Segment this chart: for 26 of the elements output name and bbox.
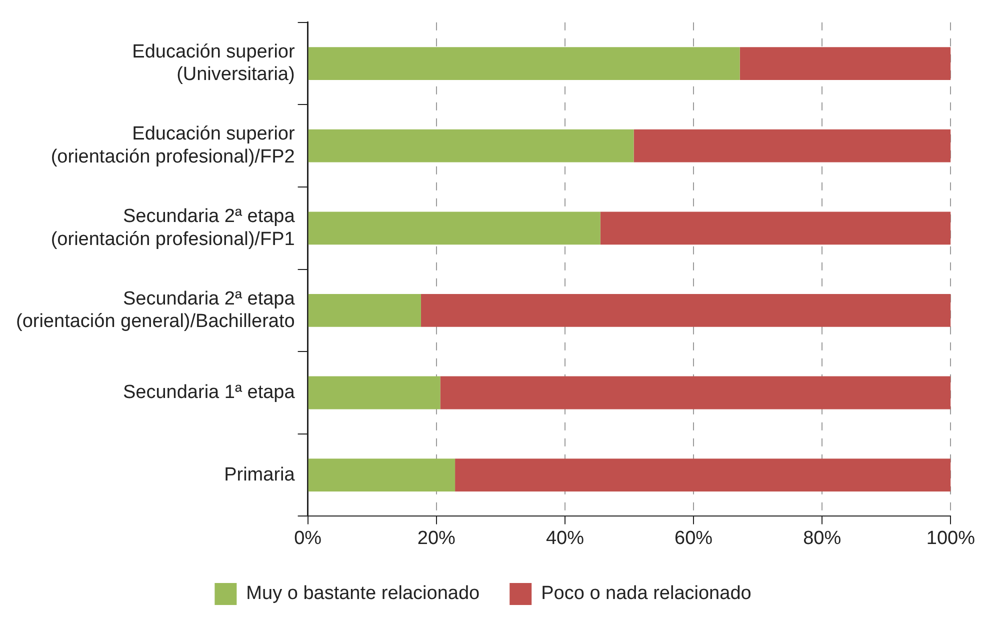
x-tick-label: 60% xyxy=(674,528,713,549)
bar xyxy=(308,376,440,410)
bar xyxy=(308,212,600,245)
y-tick-label: Secundaria 1ª etapa xyxy=(122,382,296,403)
bar xyxy=(740,47,951,80)
bar xyxy=(600,212,951,245)
y-tick-label: Educación superior (orientación profesional)/FP2 xyxy=(50,124,296,168)
bar xyxy=(420,294,951,327)
x-tick-label: 0% xyxy=(294,528,322,549)
bar xyxy=(455,458,951,492)
legend-label: Poco o nada relacionado xyxy=(541,583,752,604)
bar xyxy=(634,129,951,162)
y-tick-label: Educación superior (Universitaria) xyxy=(132,41,296,86)
bar xyxy=(308,47,740,80)
bar xyxy=(308,294,421,327)
x-tick-label: 20% xyxy=(417,528,456,549)
bar xyxy=(308,129,634,162)
bar xyxy=(308,458,456,492)
legend-label: Muy o bastante relacionado xyxy=(246,583,480,604)
x-tick-label: 80% xyxy=(803,528,842,549)
y-tick-label: Primaria xyxy=(224,464,296,486)
y-tick-label: Secundaria 2ª etapa (orientación profesional)/FP1 xyxy=(50,206,296,250)
bar xyxy=(440,376,951,410)
x-tick-label: 40% xyxy=(546,528,584,549)
y-tick-label: Secundaria 2ª etapa (orientación general)/Bachillerato xyxy=(16,288,296,332)
x-tick-label: 100% xyxy=(926,528,976,549)
